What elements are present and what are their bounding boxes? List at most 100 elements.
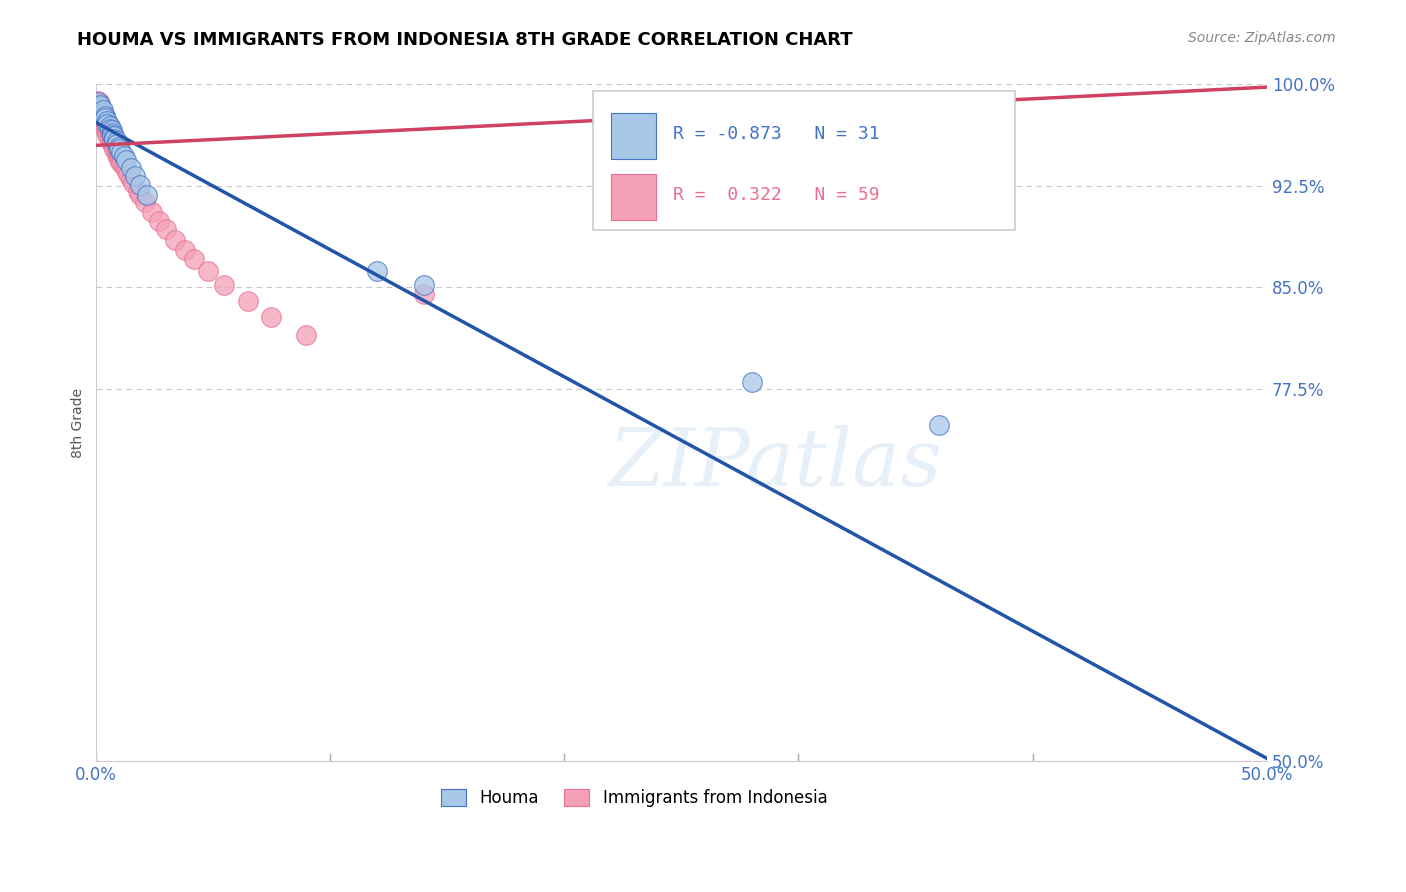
Point: [148, 214, 170, 228]
Point: [89, 112, 111, 126]
Point: [101, 128, 124, 142]
Point: [124, 169, 146, 184]
Point: [101, 130, 124, 145]
Point: [96, 128, 118, 142]
Point: [197, 264, 219, 278]
Point: [110, 152, 132, 166]
Point: [96, 120, 118, 134]
FancyBboxPatch shape: [612, 113, 655, 159]
Point: [129, 188, 152, 202]
Text: R = -0.873   N = 31: R = -0.873 N = 31: [673, 125, 880, 143]
Point: [366, 264, 388, 278]
Point: [136, 188, 159, 202]
Point: [94, 118, 117, 132]
Point: [89, 100, 111, 114]
Point: [103, 128, 125, 143]
Point: [115, 153, 138, 168]
Text: HOUMA VS IMMIGRANTS FROM INDONESIA 8TH GRADE CORRELATION CHART: HOUMA VS IMMIGRANTS FROM INDONESIA 8TH G…: [77, 31, 853, 49]
Point: [134, 195, 156, 210]
Point: [214, 277, 236, 292]
Point: [928, 418, 950, 433]
Point: [101, 123, 124, 137]
Point: [260, 310, 283, 325]
Point: [89, 107, 111, 121]
Point: [105, 144, 128, 158]
Point: [91, 103, 114, 117]
Point: [173, 243, 195, 257]
Point: [105, 136, 128, 151]
Point: [112, 159, 135, 173]
Point: [122, 176, 145, 190]
FancyBboxPatch shape: [612, 174, 655, 219]
Point: [108, 146, 131, 161]
Point: [91, 117, 114, 131]
Point: [120, 161, 142, 176]
Point: [183, 252, 205, 266]
Point: [94, 110, 117, 124]
Point: [96, 117, 118, 131]
Point: [127, 185, 149, 199]
Point: [108, 139, 131, 153]
Point: [101, 126, 124, 140]
Y-axis label: 8th Grade: 8th Grade: [72, 388, 86, 458]
Point: [98, 128, 121, 142]
Point: [87, 102, 110, 116]
Point: [129, 178, 152, 192]
Point: [98, 125, 121, 139]
Text: R =  0.322   N = 59: R = 0.322 N = 59: [673, 186, 880, 203]
Point: [141, 204, 163, 219]
Point: [110, 156, 132, 170]
Point: [87, 95, 110, 109]
Point: [98, 120, 121, 135]
Point: [87, 99, 110, 113]
Point: [96, 115, 118, 129]
Point: [91, 104, 114, 119]
Point: [89, 96, 111, 111]
Point: [103, 138, 125, 153]
Point: [101, 133, 124, 147]
Legend: Houma, Immigrants from Indonesia: Houma, Immigrants from Indonesia: [434, 782, 834, 814]
FancyBboxPatch shape: [593, 91, 1015, 230]
Point: [89, 102, 111, 116]
Text: ZIPatlas: ZIPatlas: [609, 425, 942, 502]
Text: Source: ZipAtlas.com: Source: ZipAtlas.com: [1188, 31, 1336, 45]
Point: [94, 109, 117, 123]
Point: [101, 128, 124, 142]
Point: [165, 233, 187, 247]
Point: [155, 222, 177, 236]
Point: [91, 109, 114, 123]
Point: [112, 149, 135, 163]
Point: [94, 114, 117, 128]
Point: [94, 122, 117, 136]
Point: [101, 136, 124, 151]
Point: [94, 112, 117, 126]
Point: [120, 172, 142, 186]
Point: [98, 120, 121, 134]
Point: [110, 145, 132, 160]
Point: [741, 375, 763, 389]
Point: [91, 106, 114, 120]
Point: [96, 123, 118, 137]
Point: [91, 112, 114, 127]
Point: [412, 277, 434, 292]
Point: [117, 167, 139, 181]
Point: [87, 106, 110, 120]
Point: [105, 141, 128, 155]
Point: [412, 287, 434, 301]
Point: [236, 293, 259, 308]
Point: [87, 94, 110, 108]
Point: [108, 142, 131, 156]
Point: [103, 134, 125, 148]
Point: [105, 148, 128, 162]
Point: [105, 134, 128, 148]
Point: [108, 153, 131, 168]
Point: [115, 162, 138, 177]
Point: [96, 114, 118, 128]
Point: [103, 142, 125, 156]
Point: [98, 122, 121, 136]
Point: [295, 327, 318, 342]
Point: [103, 131, 125, 145]
Point: [108, 149, 131, 163]
Point: [89, 97, 111, 112]
Point: [98, 131, 121, 145]
